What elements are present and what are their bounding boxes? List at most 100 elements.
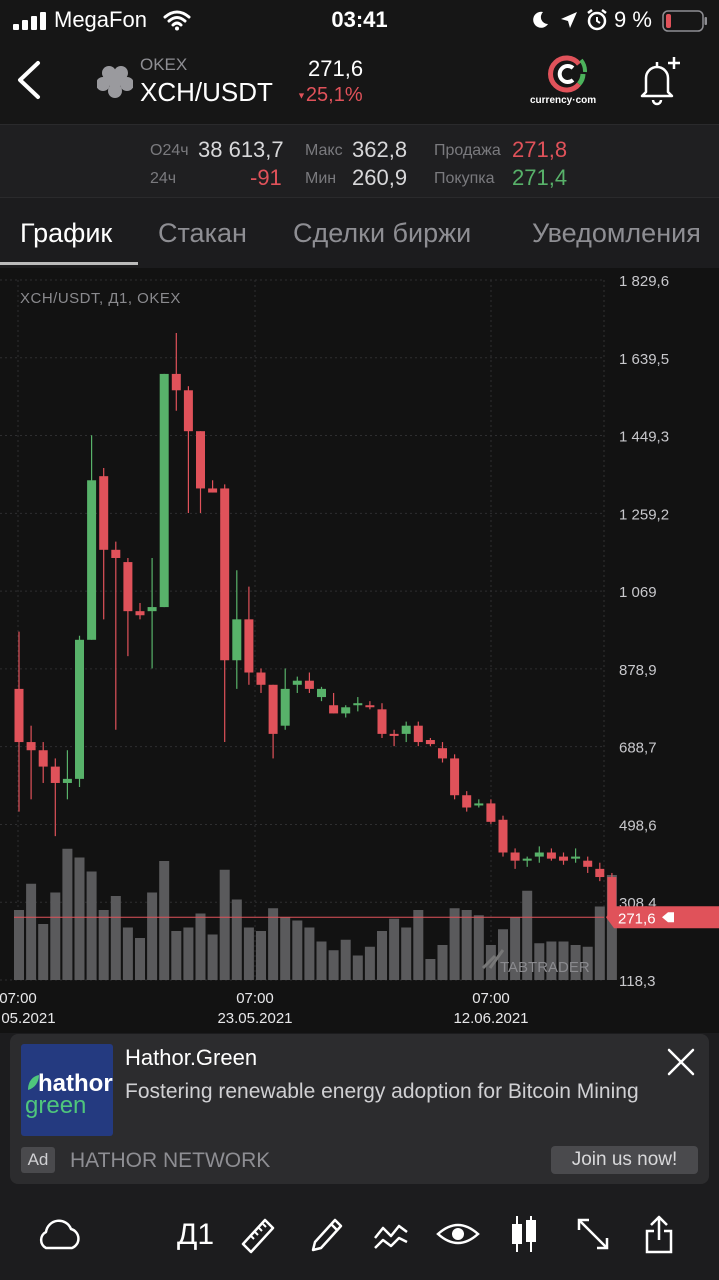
ruler-icon[interactable] (239, 1214, 277, 1254)
ad-title[interactable]: Hathor.Green (125, 1045, 258, 1070)
signal-strength-icon (13, 12, 47, 30)
volume-bar (510, 917, 521, 980)
ad-cta-button[interactable]: Join us now! (551, 1146, 698, 1174)
coin-logo-icon (97, 66, 133, 98)
candle-body (607, 877, 617, 916)
currency-com-label[interactable]: currency·com (530, 95, 597, 106)
volume-bar (498, 929, 508, 980)
volume-bar (352, 955, 363, 980)
tab-order-book[interactable]: Стакан (158, 218, 247, 248)
price-change-value: 25,1% (305, 84, 363, 106)
candle-body (38, 750, 48, 767)
y-tick-label: 1 069 (619, 584, 657, 601)
candle-body (135, 611, 145, 616)
candle-body (329, 705, 339, 714)
share-icon[interactable] (644, 1214, 674, 1254)
volume-bar (268, 908, 279, 980)
leaf-icon (28, 1075, 39, 1090)
volume-bar (377, 931, 387, 980)
candles-icon[interactable] (509, 1214, 539, 1254)
volume-bar (256, 931, 266, 980)
volume-bar (401, 927, 412, 980)
currency-com-logo-icon[interactable] (547, 54, 587, 94)
battery-percent: 9 % (614, 7, 652, 32)
ad-description[interactable]: Fostering renewable energy adoption for … (125, 1080, 639, 1103)
cloud-icon[interactable] (34, 1214, 84, 1254)
max-value: 362,8 (352, 137, 408, 162)
price-tag-icon (662, 912, 674, 923)
change-24h-value: -91 (250, 165, 282, 190)
candle-body (62, 778, 72, 783)
candle-body (280, 688, 290, 726)
tab-chart[interactable]: График (20, 218, 113, 248)
volume-24h-label: O24ч (150, 142, 189, 159)
back-chevron-icon[interactable] (14, 60, 42, 100)
volume-bar (328, 950, 339, 980)
tab-alerts[interactable]: Уведомления (532, 218, 701, 248)
candle-body (220, 488, 230, 661)
candle-body (123, 562, 133, 612)
volume-bar (280, 917, 291, 980)
y-tick-label: 1 639,5 (619, 351, 669, 368)
candle-body (583, 860, 593, 867)
tab-trades[interactable]: Сделки биржи (293, 218, 472, 248)
volume-bar (243, 927, 254, 980)
volume-bar (364, 946, 375, 980)
candle-body (450, 758, 460, 796)
volume-bar (135, 938, 145, 980)
location-icon (561, 12, 577, 28)
price-chart[interactable]: 1 829,6 1 639,5 1 449,3 1 259,2 1 069 878,9 68… (0, 268, 719, 1033)
volume-bar (38, 924, 49, 980)
add-alert-bell-icon[interactable] (634, 54, 686, 108)
candle-body (559, 856, 568, 861)
candle-body (232, 619, 242, 661)
volume-bar (74, 857, 85, 980)
volume-bar (171, 931, 182, 980)
candle-body (498, 819, 508, 853)
volume-bar (522, 890, 533, 980)
change-24h-label: 24ч (150, 170, 177, 187)
y-tick-label: 118,3 (619, 973, 655, 990)
price-change: ▼25,1% (297, 84, 363, 107)
x-tick-time: 07:00 (236, 990, 274, 1007)
volume-bar (594, 906, 605, 980)
x-tick-time: 07:00 (472, 990, 510, 1007)
candle-body (462, 795, 472, 808)
candlestick-chart[interactable]: 1 829,6 1 639,5 1 449,3 1 259,2 1 069 878,9 68… (0, 268, 719, 1033)
timeframe-button[interactable]: Д1 (177, 1218, 215, 1251)
fullscreen-icon[interactable] (575, 1214, 611, 1254)
y-tick-label: 1 259,2 (619, 506, 669, 523)
max-label: Макс (305, 142, 343, 159)
volume-bar (62, 848, 73, 980)
candle-body (87, 480, 97, 640)
pencil-icon[interactable] (307, 1214, 343, 1254)
chart-title: XCH/USDT, Д1, OKEX (20, 290, 181, 307)
ad-badge: Ad (21, 1147, 55, 1173)
tabtrader-logo-icon (481, 949, 505, 970)
volume-bar (606, 875, 617, 980)
watermark: TABTRADER (500, 959, 590, 976)
candle-body (377, 709, 387, 734)
current-price-label: 271,6 (618, 910, 656, 927)
last-price: 271,6 (308, 56, 364, 81)
status-bar: MegaFon 03:41 9 % (0, 0, 719, 40)
indicators-icon[interactable] (372, 1214, 410, 1254)
candle-body (341, 707, 351, 714)
volume-24h-value: 38 613,7 (198, 137, 284, 162)
eye-icon[interactable] (436, 1214, 480, 1254)
y-tick-label: 878,9 (619, 662, 657, 679)
volume-bar (316, 941, 327, 980)
candle-body (304, 680, 314, 689)
candle-body (365, 705, 375, 708)
close-icon[interactable] (665, 1046, 697, 1078)
x-tick-date: 23.05.2021 (217, 1010, 292, 1027)
candle-body (510, 852, 520, 861)
sell-label: Продажа (434, 142, 501, 159)
candle-body (401, 725, 411, 734)
ad-banner[interactable]: hathor green Hathor.Green Fostering rene… (10, 1034, 709, 1184)
volume-bar (231, 899, 242, 980)
volume-bar (582, 946, 593, 980)
ad-logo[interactable]: hathor green (21, 1044, 113, 1136)
candle-body (571, 856, 581, 859)
volume-bar (195, 913, 206, 980)
